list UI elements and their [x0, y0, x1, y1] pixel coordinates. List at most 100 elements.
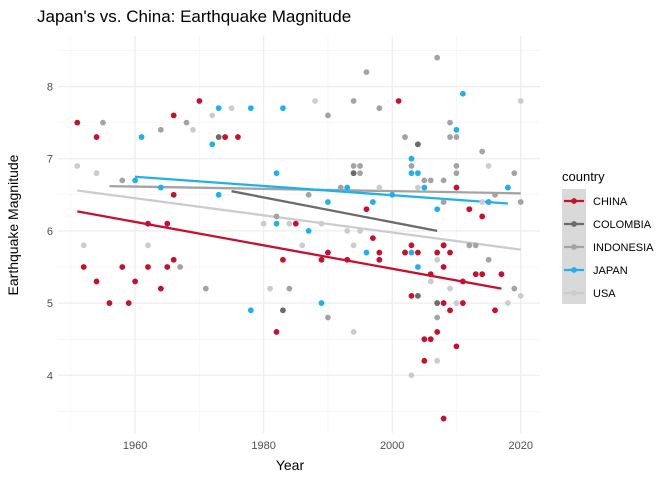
data-point-indonesia — [286, 285, 293, 292]
data-point-indonesia — [434, 54, 441, 61]
data-point-china — [459, 278, 466, 285]
data-point-usa — [517, 98, 524, 104]
data-point-china — [427, 271, 434, 278]
data-point-indonesia — [177, 264, 184, 270]
data-point-china — [440, 264, 447, 270]
data-point-china — [235, 134, 241, 140]
data-point-china — [395, 98, 402, 104]
x-tick-label: 1960 — [123, 440, 147, 452]
y-tick-label: 8 — [47, 82, 53, 94]
data-point-usa — [408, 372, 415, 379]
data-point-japan — [414, 170, 421, 177]
y-axis-ticks: 4 5 6 7 8 — [47, 82, 53, 383]
x-tick-label: 1980 — [251, 440, 275, 452]
data-point-usa — [357, 227, 363, 234]
data-point-japan — [434, 206, 441, 213]
data-point-indonesia — [202, 285, 209, 292]
data-point-indonesia — [427, 177, 434, 184]
data-point-usa — [228, 105, 235, 112]
data-point-china — [402, 249, 408, 256]
data-point-usa — [80, 242, 87, 249]
data-point-usa — [479, 199, 486, 205]
data-point-china — [408, 292, 415, 299]
data-point-china — [363, 206, 370, 213]
data-point-china — [170, 191, 177, 198]
data-point-indonesia — [183, 119, 190, 126]
data-point-japan — [459, 90, 466, 97]
data-point-china — [196, 98, 203, 104]
data-point-china — [93, 134, 100, 140]
data-point-indonesia — [337, 184, 344, 191]
data-point-usa — [299, 242, 306, 249]
data-point-usa — [504, 300, 511, 306]
data-point-usa — [350, 329, 357, 335]
data-point-usa — [434, 357, 441, 364]
data-point-china — [447, 249, 453, 256]
data-point-colombia — [414, 292, 421, 299]
data-point-japan — [247, 307, 254, 314]
data-point-japan — [273, 170, 280, 177]
legend-key-dot-japan — [571, 267, 577, 273]
data-point-japan — [453, 126, 460, 133]
data-point-china — [74, 119, 81, 126]
data-point-china — [479, 271, 486, 278]
trend-line-colombia — [231, 190, 438, 233]
data-point-japan — [370, 199, 376, 205]
x-axis-ticks: 1960 1980 2000 2020 — [123, 440, 533, 452]
data-point-china — [427, 336, 434, 343]
data-point-china — [170, 256, 177, 263]
x-axis-title: Year — [276, 457, 305, 473]
data-point-usa — [434, 256, 441, 263]
trend-lines — [77, 175, 521, 290]
data-point-indonesia — [350, 98, 357, 104]
data-point-indonesia — [119, 177, 126, 184]
legend-key-dot-indonesia — [571, 244, 577, 250]
trend-line-japan — [135, 175, 508, 205]
data-point-japan — [325, 199, 331, 205]
data-point-china — [498, 271, 505, 278]
data-point-usa — [190, 126, 196, 133]
data-points — [74, 54, 524, 422]
data-point-indonesia — [305, 191, 312, 198]
data-point-japan — [408, 249, 415, 256]
data-point-japan — [132, 177, 139, 184]
data-point-japan — [215, 191, 222, 198]
data-point-japan — [215, 105, 222, 112]
data-point-china — [132, 278, 139, 285]
data-point-china — [421, 336, 428, 343]
data-point-indonesia — [157, 126, 164, 133]
data-point-usa — [485, 163, 492, 169]
data-point-china — [434, 329, 441, 335]
data-point-usa — [517, 292, 524, 299]
data-point-china — [447, 307, 453, 314]
data-point-indonesia — [100, 119, 106, 126]
data-point-indonesia — [357, 163, 363, 169]
data-point-china — [93, 278, 100, 285]
legend-label-japan: JAPAN — [593, 265, 628, 277]
data-point-indonesia — [511, 170, 518, 177]
data-point-indonesia — [325, 314, 331, 321]
data-point-china — [453, 343, 460, 350]
data-point-japan — [408, 155, 415, 162]
data-point-indonesia — [350, 163, 357, 169]
data-point-indonesia — [517, 199, 524, 205]
data-point-usa — [267, 285, 273, 292]
data-point-japan — [414, 264, 421, 270]
data-point-china — [376, 256, 383, 263]
data-point-china — [434, 249, 441, 256]
data-point-indonesia — [447, 119, 453, 126]
data-point-usa — [344, 227, 351, 234]
data-point-china — [292, 220, 299, 227]
data-point-china — [280, 256, 286, 263]
data-point-indonesia — [453, 163, 460, 169]
data-point-china — [145, 220, 151, 227]
data-point-indonesia — [421, 177, 428, 184]
data-point-china — [472, 271, 479, 278]
data-point-indonesia — [479, 148, 486, 155]
x-tick-label: 2020 — [508, 440, 532, 452]
data-point-china — [106, 300, 113, 306]
data-point-usa — [286, 220, 293, 227]
y-tick-label: 4 — [47, 370, 53, 382]
grid-major — [58, 36, 540, 433]
data-point-usa — [312, 98, 318, 104]
